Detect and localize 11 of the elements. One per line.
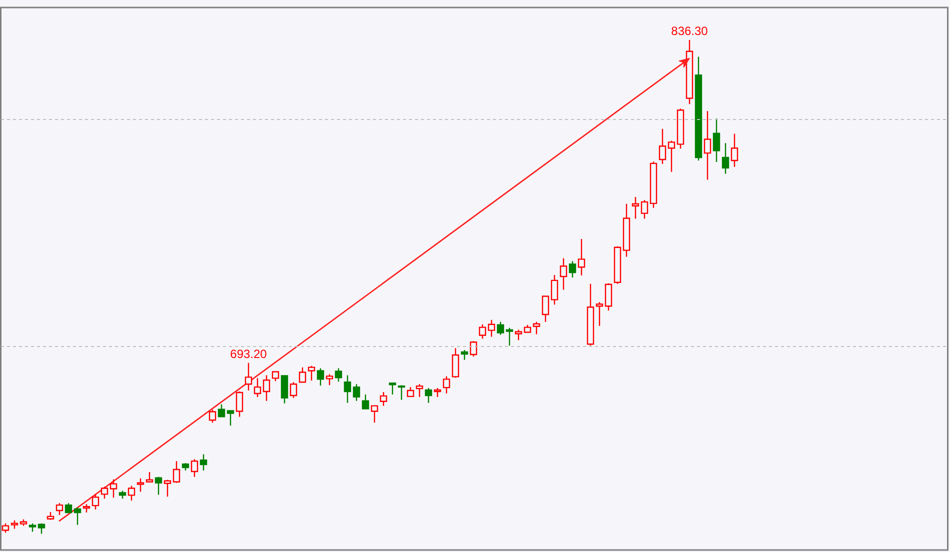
candlestick (20, 518, 28, 526)
candlestick (712, 118, 720, 163)
candlestick (46, 511, 54, 520)
candlestick (704, 110, 712, 180)
candlestick (722, 142, 730, 174)
candlestick (38, 522, 46, 534)
candlestick (730, 133, 738, 168)
candlestick (694, 56, 702, 162)
annotation: 836.30 (671, 24, 708, 38)
candlestick (10, 520, 18, 530)
candlestick (28, 522, 36, 532)
